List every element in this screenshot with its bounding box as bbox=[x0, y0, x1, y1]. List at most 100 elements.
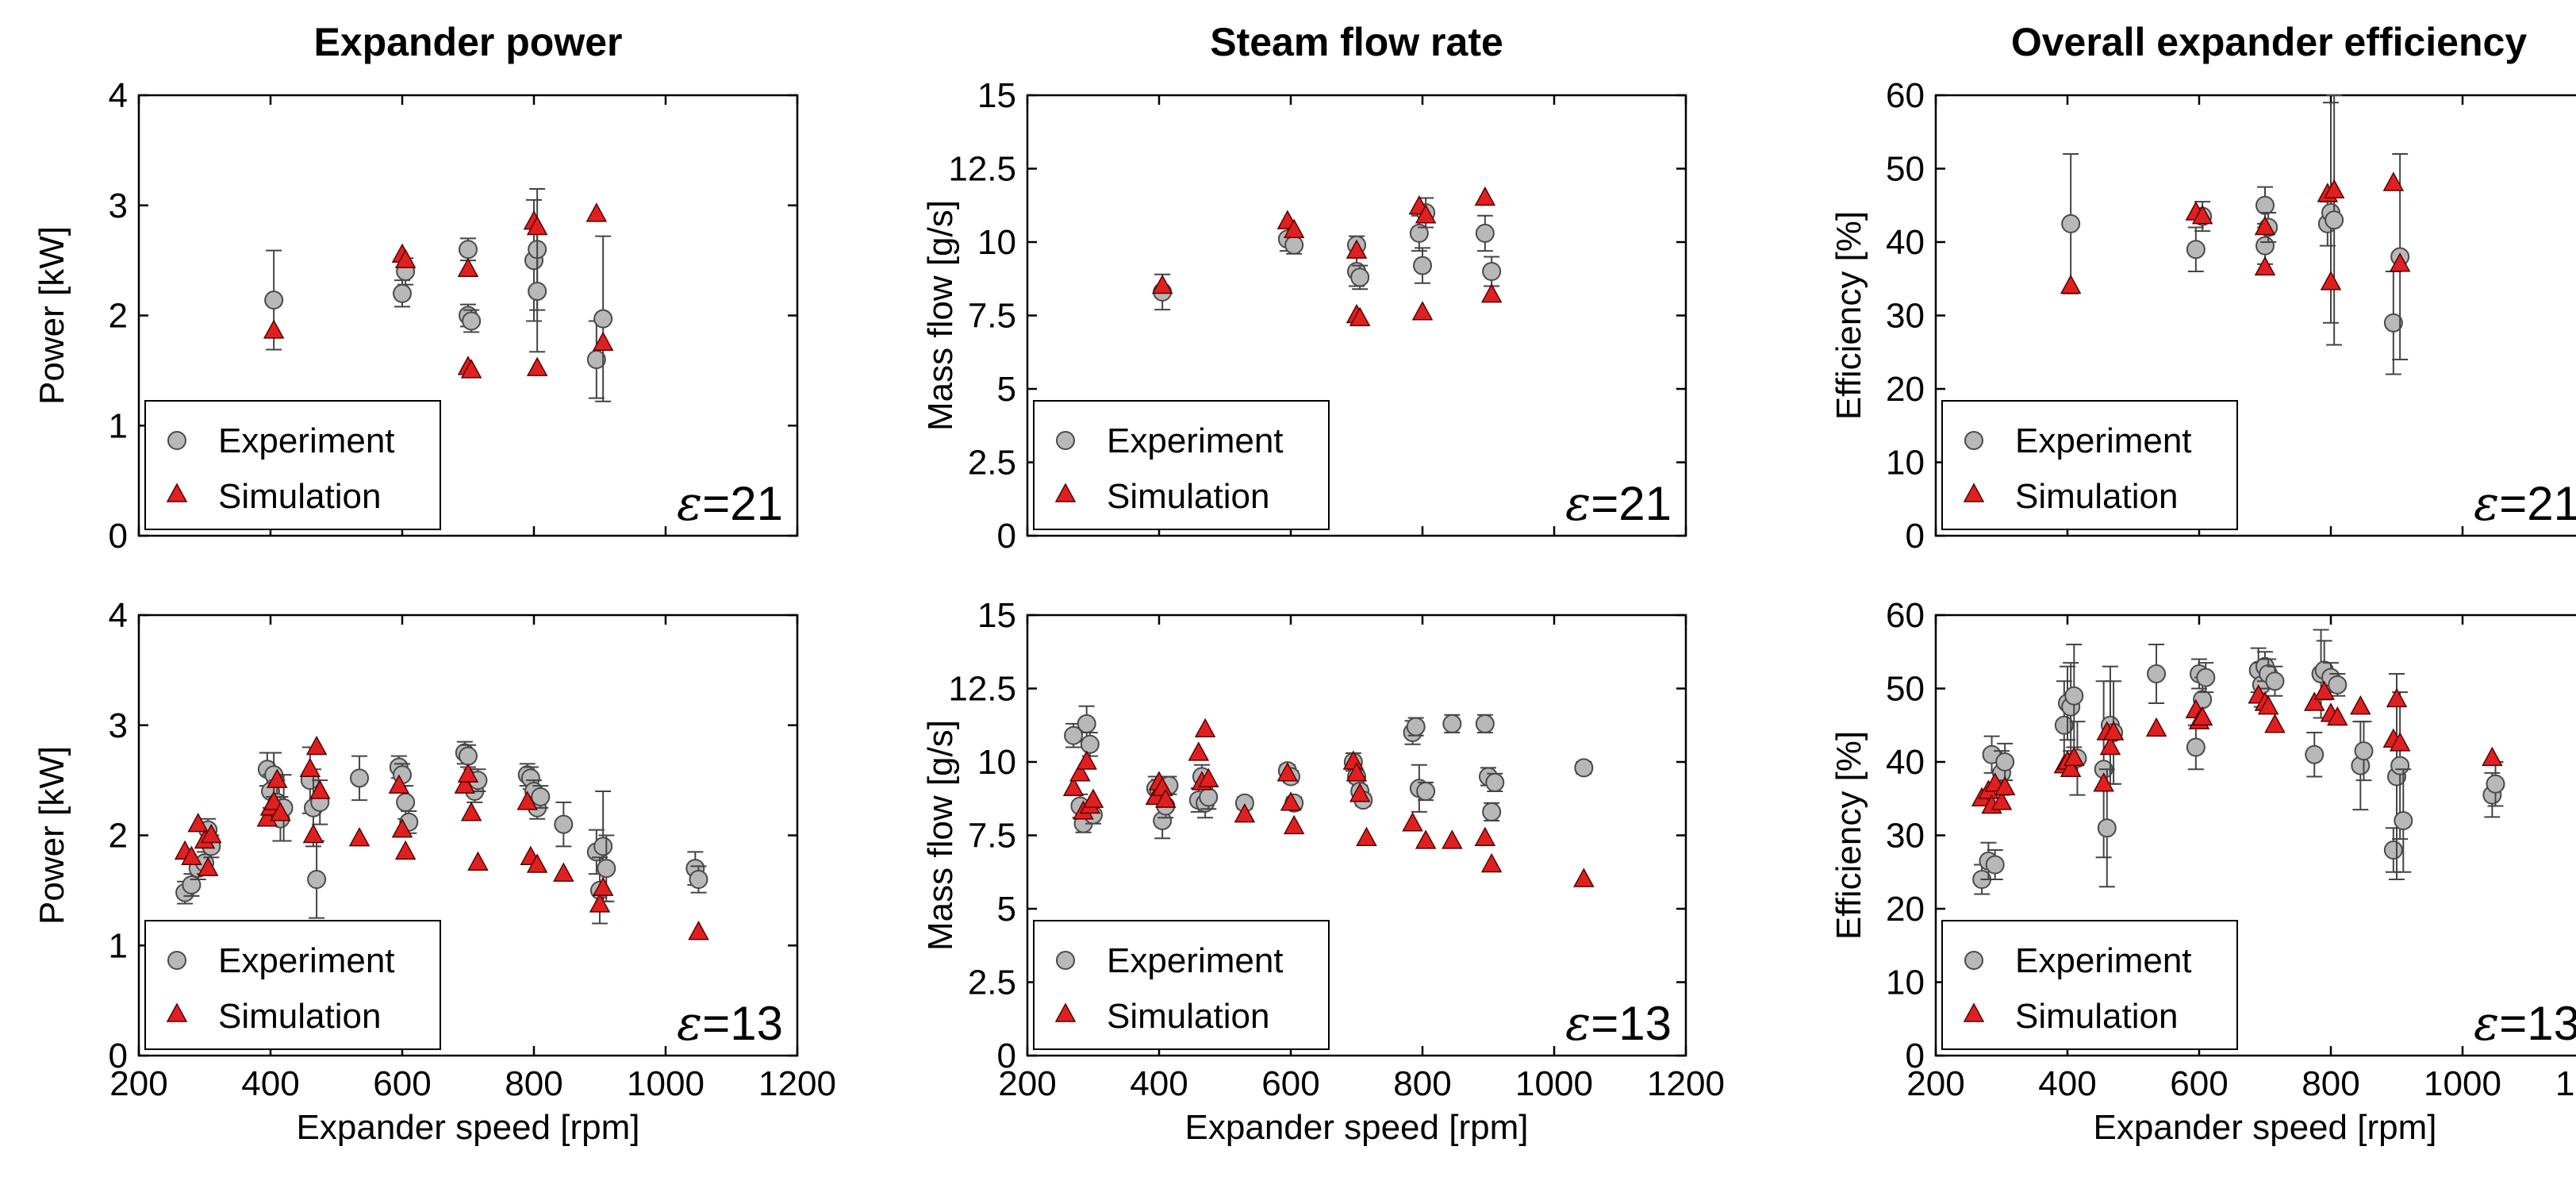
experiment-point bbox=[1985, 855, 2005, 875]
experiment-point bbox=[1482, 262, 1502, 281]
simulation-point bbox=[1411, 301, 1434, 321]
simulation-point bbox=[1480, 852, 1503, 873]
y-tick-label: 50 bbox=[1886, 150, 1925, 189]
y-tick-label: 30 bbox=[1886, 817, 1925, 856]
title-expander-power: Expander power bbox=[314, 20, 623, 64]
y-axis-label: Mass flow [g/s] bbox=[921, 720, 960, 951]
y-tick-label: 12.5 bbox=[948, 670, 1016, 709]
simulation-point bbox=[187, 813, 209, 833]
simulation-point bbox=[267, 768, 288, 788]
simulation-point bbox=[460, 802, 482, 821]
chart-mass-flow-eps21: 0 2.5 5 7.5 10 12.5 15 Mass flow [g/s] Experimen… bbox=[921, 76, 1687, 556]
simulation-point bbox=[1442, 829, 1463, 849]
experiment-point bbox=[2255, 195, 2275, 215]
legend-experiment-marker bbox=[1056, 951, 1075, 970]
legend-simulation-label: Simulation bbox=[218, 477, 381, 516]
legend-experiment-marker bbox=[1964, 431, 1983, 450]
simulation-point bbox=[2323, 179, 2345, 198]
y-tick-label: 40 bbox=[1886, 743, 1925, 782]
legend-box bbox=[144, 400, 441, 530]
y-tick-label: 60 bbox=[1886, 76, 1925, 115]
legend-experiment-marker bbox=[167, 951, 186, 970]
y-tick-label: 4 bbox=[109, 596, 128, 635]
experiment-point bbox=[1199, 787, 1219, 807]
legend-box bbox=[144, 920, 441, 1050]
y-tick-label: 20 bbox=[1886, 370, 1925, 409]
simulation-point bbox=[2303, 691, 2325, 711]
epsilon-value: =21 bbox=[2499, 477, 2576, 530]
chart-efficiency-eps21: 0 10 20 30 40 50 60 Efficiency [%] Experiment Sim… bbox=[1829, 76, 2576, 556]
experiment-point bbox=[2486, 774, 2505, 794]
simulation-point bbox=[592, 876, 614, 896]
simulation-point bbox=[1356, 826, 1377, 846]
y-axis-label: Power [kW] bbox=[33, 226, 71, 405]
simulation-point bbox=[2350, 695, 2371, 715]
x-tick-label: 400 bbox=[241, 1064, 299, 1103]
simulation-point bbox=[2191, 205, 2213, 225]
legend-simulation-marker bbox=[1054, 483, 1077, 502]
y-axis-label: Power [kW] bbox=[33, 746, 71, 925]
experiment-point bbox=[393, 283, 412, 303]
y-tick-label: 50 bbox=[1886, 670, 1925, 709]
experiment-point bbox=[1064, 725, 1084, 745]
y-axis-label: Efficiency [%] bbox=[1829, 211, 1868, 420]
experiment-point bbox=[1442, 714, 1462, 733]
y-tick-label: 0 bbox=[997, 517, 1016, 556]
y-tick-label: 20 bbox=[1886, 890, 1925, 929]
simulation-point bbox=[2060, 757, 2082, 777]
experiment-point bbox=[1482, 802, 1502, 821]
simulation-point bbox=[1194, 717, 1216, 738]
experiment-point bbox=[1574, 758, 1594, 778]
simulation-point bbox=[1155, 788, 1177, 808]
experiment-point bbox=[350, 768, 370, 788]
y-tick-label: 40 bbox=[1886, 223, 1925, 262]
simulation-point bbox=[2093, 772, 2114, 792]
simulation-point bbox=[1276, 762, 1299, 782]
compression-ratio-label: ε=21 bbox=[1565, 476, 1672, 532]
simulation-point bbox=[1415, 204, 1437, 224]
x-tick-label: 1000 bbox=[2424, 1064, 2501, 1103]
legend-box bbox=[1033, 920, 1330, 1050]
simulation-point bbox=[394, 248, 417, 268]
simulation-point bbox=[1474, 186, 1496, 206]
legend-simulation-marker bbox=[166, 483, 188, 502]
y-tick-label: 0 bbox=[1906, 517, 1925, 556]
experiment-point bbox=[1350, 267, 1370, 287]
experiment-point bbox=[593, 837, 613, 856]
simulation-point bbox=[270, 802, 291, 821]
legend-experiment-marker bbox=[1964, 951, 1983, 970]
title-overall-efficiency: Overall expander efficiency bbox=[2011, 20, 2528, 64]
simulation-point bbox=[1349, 306, 1371, 326]
x-tick-label: 1000 bbox=[1515, 1064, 1593, 1103]
y-tick-label: 1 bbox=[109, 926, 128, 965]
experiment-point bbox=[1080, 734, 1100, 754]
y-tick-label: 1 bbox=[109, 406, 128, 445]
simulation-point bbox=[2320, 271, 2342, 290]
legend-simulation-marker bbox=[1963, 1002, 1985, 1022]
experiment-point bbox=[459, 746, 478, 766]
experiment-point bbox=[1406, 717, 1426, 737]
y-tick-label: 12.5 bbox=[948, 150, 1016, 189]
y-tick-label: 7.5 bbox=[968, 817, 1016, 856]
y-tick-label: 0 bbox=[109, 1037, 128, 1075]
experiment-point bbox=[2186, 240, 2206, 260]
legend-experiment-label: Experiment bbox=[218, 941, 395, 980]
experiment-point bbox=[1475, 714, 1495, 733]
simulation-point bbox=[394, 840, 417, 860]
legend-experiment-marker bbox=[1056, 431, 1075, 450]
experiment-point bbox=[2354, 741, 2374, 761]
simulation-point bbox=[457, 257, 479, 277]
experiment-point bbox=[2305, 744, 2325, 764]
epsilon-value: =21 bbox=[1591, 477, 1672, 530]
title-steam-flow-rate: Steam flow rate bbox=[1210, 20, 1503, 64]
experiment-point bbox=[2383, 313, 2403, 333]
experiment-point bbox=[554, 814, 574, 834]
epsilon-symbol: ε bbox=[1565, 996, 1591, 1052]
simulation-point bbox=[526, 215, 548, 236]
compression-ratio-label: ε=13 bbox=[677, 996, 783, 1052]
experiment-point bbox=[2394, 811, 2413, 830]
legend-experiment-label: Experiment bbox=[1107, 421, 1284, 460]
x-tick-label: 1200 bbox=[1647, 1064, 1725, 1103]
y-tick-label: 10 bbox=[1886, 444, 1925, 483]
simulation-point bbox=[460, 359, 482, 379]
